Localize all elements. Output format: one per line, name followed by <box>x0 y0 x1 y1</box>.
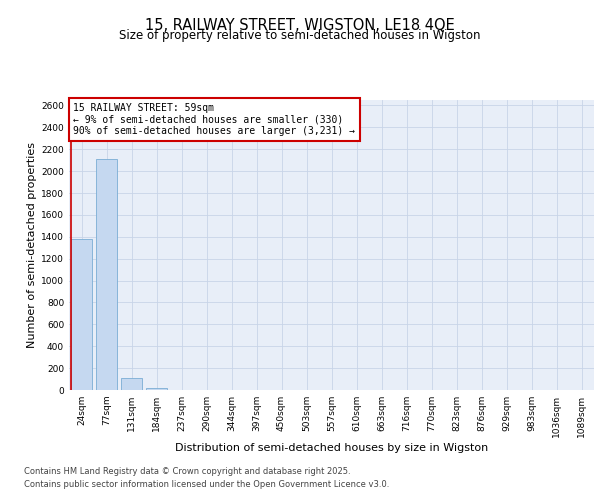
Bar <box>146 388 167 390</box>
Text: Size of property relative to semi-detached houses in Wigston: Size of property relative to semi-detach… <box>119 29 481 42</box>
Bar <box>96 159 117 390</box>
Y-axis label: Number of semi-detached properties: Number of semi-detached properties <box>27 142 37 348</box>
Text: 15, RAILWAY STREET, WIGSTON, LE18 4QE: 15, RAILWAY STREET, WIGSTON, LE18 4QE <box>145 18 455 32</box>
Bar <box>71 239 92 390</box>
Text: Contains HM Land Registry data © Crown copyright and database right 2025.: Contains HM Land Registry data © Crown c… <box>24 467 350 476</box>
Bar <box>121 378 142 390</box>
Text: Contains public sector information licensed under the Open Government Licence v3: Contains public sector information licen… <box>24 480 389 489</box>
Text: 15 RAILWAY STREET: 59sqm
← 9% of semi-detached houses are smaller (330)
90% of s: 15 RAILWAY STREET: 59sqm ← 9% of semi-de… <box>73 104 355 136</box>
X-axis label: Distribution of semi-detached houses by size in Wigston: Distribution of semi-detached houses by … <box>175 442 488 452</box>
